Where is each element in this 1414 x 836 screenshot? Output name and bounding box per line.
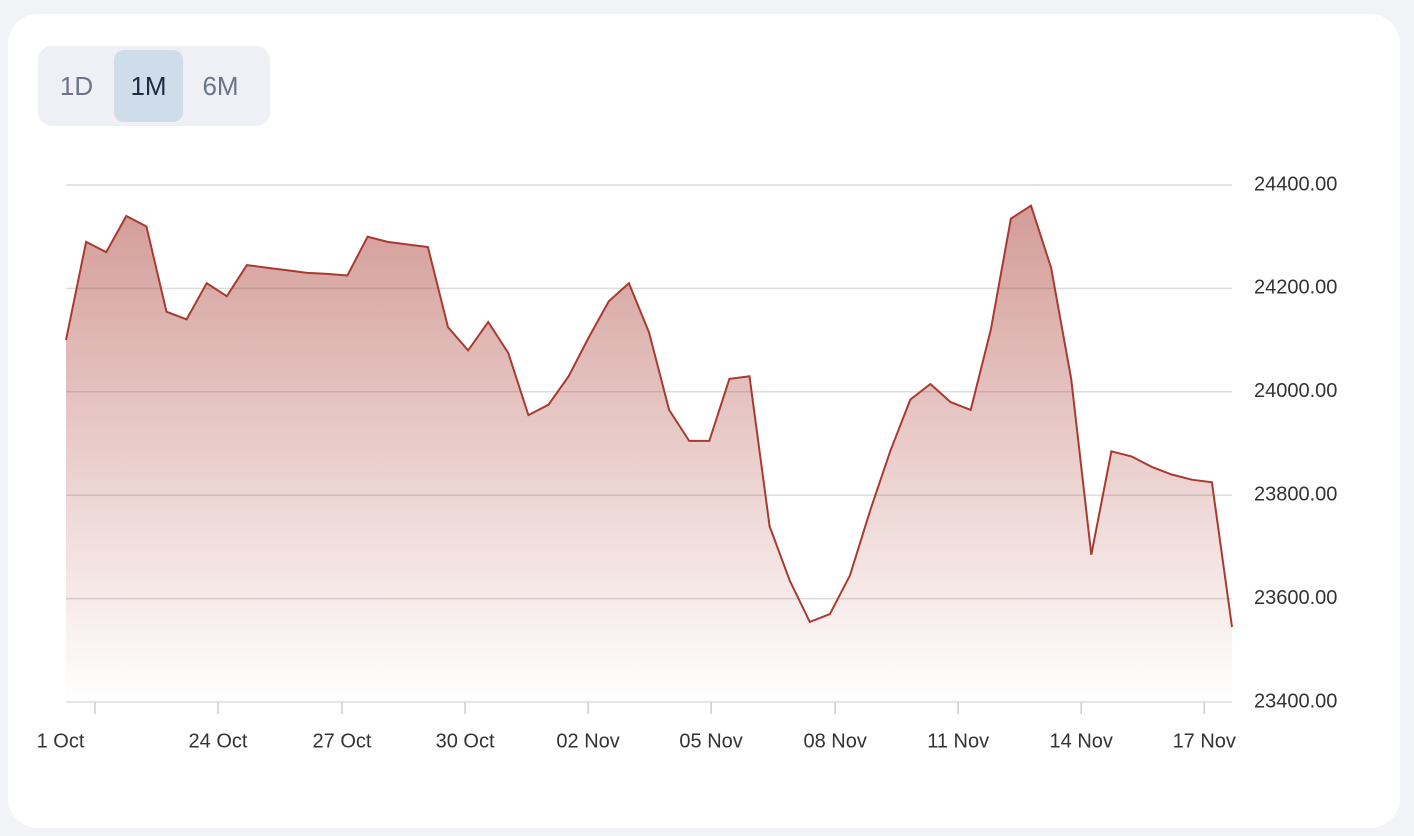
x-tick-label: 08 Nov (803, 730, 866, 752)
range-selector: 1D 1M 6M (38, 46, 270, 126)
y-tick-label: 24200.00 (1254, 277, 1337, 299)
x-tick-label: 11 Nov (927, 730, 989, 752)
y-tick-label: 23600.00 (1254, 587, 1337, 609)
range-button[interactable]: 1D (59, 70, 94, 101)
x-tick-label: 05 Nov (679, 730, 742, 752)
y-tick-label: 23400.00 (1254, 690, 1337, 712)
line (65, 204, 1233, 628)
area (66, 205, 1232, 702)
x-tick-label: 27 Oct (313, 730, 372, 752)
range-button[interactable]: 6M (202, 70, 239, 101)
x-tick-label: 30 Oct (436, 730, 495, 752)
y-tick-label: 24000.00 (1254, 380, 1337, 402)
range-button[interactable]: 1M (114, 50, 183, 122)
y-tick-label: 24400.00 (1254, 173, 1337, 195)
x-tick-label: 21 Oct (25, 730, 84, 752)
x-tick-label: 02 Nov (556, 730, 619, 752)
x-tick-label: 17 Nov (1173, 730, 1236, 752)
y-tick-label: 23800.00 (1254, 483, 1337, 505)
x-tick-label: 24 Oct (189, 730, 248, 752)
x-tick-label: 14 Nov (1050, 730, 1113, 752)
x-axis: 21 Oct 24 Oct 27 Oct 30 Oct 02 Nov 05 Nov 08 N… (25, 702, 1236, 752)
